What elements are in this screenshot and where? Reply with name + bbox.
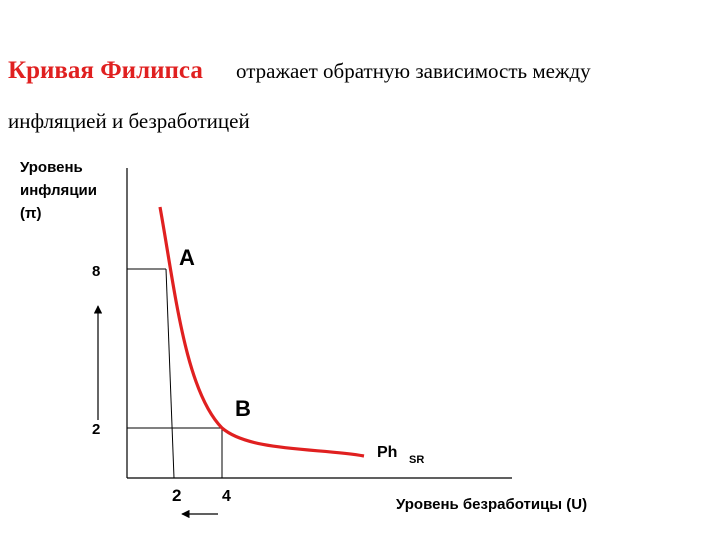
x-tick-label: 4 [222,488,231,505]
title-rest: отражает обратную зависимость между [236,59,591,83]
point-label: A [179,245,195,270]
y-tick-label: 8 [92,263,100,280]
curve-label: Ph [377,444,397,461]
y-axis-label: Уровень [20,159,83,176]
x-tick-label: 2 [172,486,181,505]
title-line2: инфляцией и безработицей [8,109,250,133]
point-label: B [235,396,251,421]
phillips-curve [158,206,365,458]
x-axis-label: Уровень безработицы (U) [396,496,587,513]
y-axis-label: (π) [20,205,41,222]
curve-label-subscript: SR [409,454,424,466]
guide-line [165,268,175,479]
title-highlight: Кривая Филипса [8,57,203,84]
y-tick-label: 2 [92,421,100,438]
y-axis-label: инфляции [20,182,97,199]
